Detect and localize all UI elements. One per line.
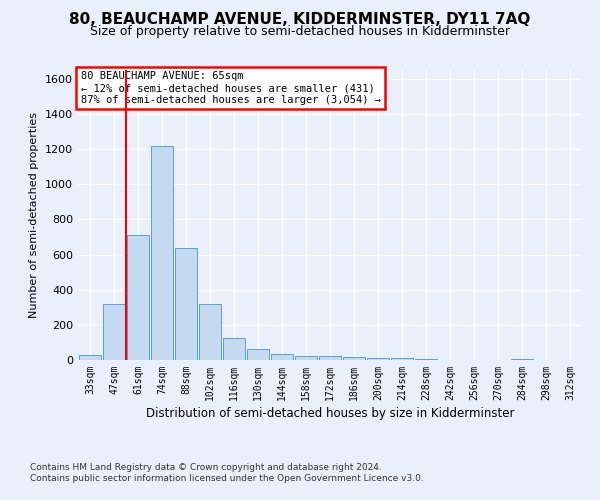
Bar [271, 354, 293, 360]
Text: 80 BEAUCHAMP AVENUE: 65sqm
← 12% of semi-detached houses are smaller (431)
87% o: 80 BEAUCHAMP AVENUE: 65sqm ← 12% of semi… [80, 72, 380, 104]
Text: Contains public sector information licensed under the Open Government Licence v3: Contains public sector information licen… [30, 474, 424, 483]
Bar [79, 354, 101, 360]
Text: 80, BEAUCHAMP AVENUE, KIDDERMINSTER, DY11 7AQ: 80, BEAUCHAMP AVENUE, KIDDERMINSTER, DY1… [70, 12, 530, 28]
Bar [511, 359, 533, 360]
Text: Contains HM Land Registry data © Crown copyright and database right 2024.: Contains HM Land Registry data © Crown c… [30, 462, 382, 471]
Bar [127, 235, 149, 360]
Bar [367, 358, 389, 360]
Bar [175, 248, 197, 360]
Bar [103, 304, 125, 360]
Text: Size of property relative to semi-detached houses in Kidderminster: Size of property relative to semi-detach… [90, 25, 510, 38]
Y-axis label: Number of semi-detached properties: Number of semi-detached properties [29, 112, 40, 318]
Bar [343, 358, 365, 360]
Bar [295, 356, 317, 360]
Bar [415, 359, 437, 360]
Text: Distribution of semi-detached houses by size in Kidderminster: Distribution of semi-detached houses by … [146, 408, 514, 420]
Bar [391, 358, 413, 360]
Bar [247, 350, 269, 360]
Bar [319, 356, 341, 360]
Bar [151, 146, 173, 360]
Bar [199, 304, 221, 360]
Bar [223, 338, 245, 360]
